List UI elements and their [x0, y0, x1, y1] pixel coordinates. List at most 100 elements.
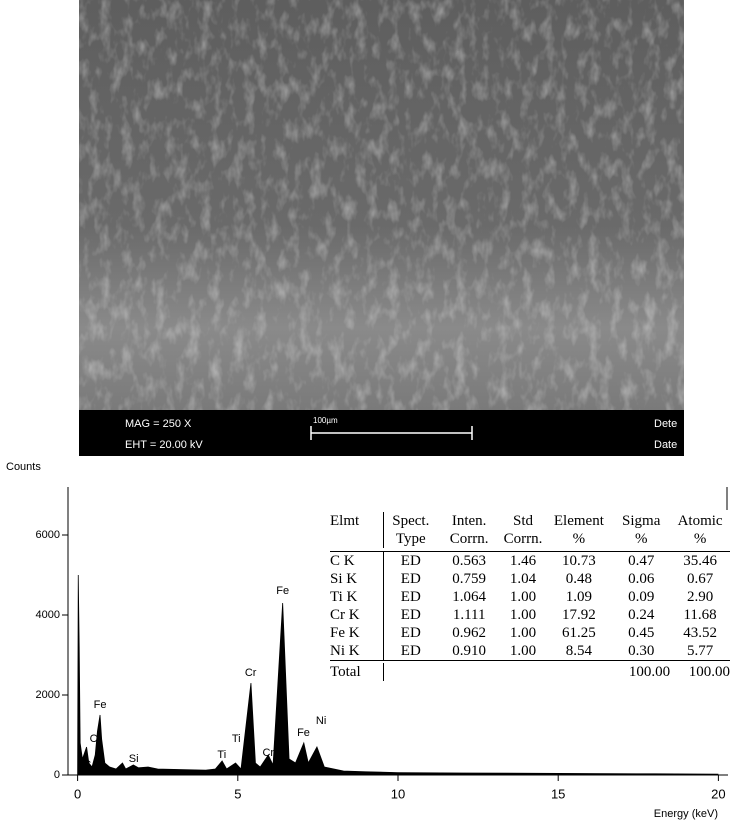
peak-label: Fe	[297, 727, 310, 739]
table-cell: 0.759	[452, 571, 487, 587]
table-cell: Cr K	[330, 606, 384, 624]
peak-label: Ni	[316, 715, 326, 727]
table-cell: 0.30	[628, 643, 655, 659]
table-cell: 35.46	[683, 553, 717, 569]
y-tick-label: 4000	[36, 609, 60, 621]
y-tick-label: 0	[54, 769, 60, 781]
table-cell: ED	[400, 571, 421, 587]
sem-scale: 100µm	[313, 416, 338, 425]
header-cell: Std Corrn.	[501, 512, 546, 548]
x-tick-label: 10	[391, 786, 405, 801]
table-cell: 1.00	[509, 643, 537, 659]
header-text: Type	[395, 531, 426, 547]
table-row: Si K ED 0.759 1.04 0.48 0.06 0.67	[330, 570, 730, 588]
header-text: Elmt	[330, 513, 360, 529]
spacer	[384, 663, 546, 681]
table-cell: Fe K	[330, 624, 384, 642]
table-cell: 0.910	[452, 643, 487, 659]
table-cell: ED	[400, 643, 421, 659]
table-cell: 0.09	[628, 589, 655, 605]
header-text: Inten.	[451, 513, 487, 529]
peak-label: Cr	[262, 747, 274, 759]
peak-label: Ti	[232, 733, 241, 745]
table-row: Ti K ED 1.064 1.00 1.09 0.09 2.90	[330, 588, 730, 606]
table-cell: Ti K	[330, 588, 384, 606]
y-axis-label: Counts	[6, 461, 41, 473]
header-text: %	[634, 531, 648, 547]
table-row: C K ED 0.563 1.46 10.73 0.47 35.46	[330, 552, 730, 570]
table-cell: 0.48	[565, 571, 592, 587]
table-cell: 11.68	[683, 607, 717, 623]
table-cell: 0.45	[628, 625, 655, 641]
table-cell: ED	[400, 625, 421, 641]
table-cell: 17.92	[562, 607, 596, 623]
table-cell: 0.962	[452, 625, 487, 641]
peak-label: Fe	[276, 585, 289, 597]
y-tick-label: 2000	[36, 689, 60, 701]
table-cell: 8.54	[565, 643, 592, 659]
peak-label: Si	[129, 753, 139, 765]
table-cell: 43.52	[683, 625, 717, 641]
table-cell: 10.73	[562, 553, 596, 569]
table-cell: C K	[330, 552, 384, 570]
header-text: Spect.	[392, 513, 430, 529]
y-tick-label: 6000	[36, 529, 60, 541]
table-cell: Ni K	[330, 642, 384, 660]
total-element: 100.00	[628, 664, 671, 680]
table-header: Elmt Spect. Type Inten. Corrn. Std Corrn. Eleme…	[330, 512, 730, 552]
x-tick-label: 20	[711, 786, 725, 801]
header-text: %	[693, 531, 707, 547]
sem-image: MAG = 250 X EHT = 20.00 kV 100µm Dete Da…	[79, 0, 684, 456]
table-cell: 1.064	[452, 589, 487, 605]
x-tick-label: 0	[74, 786, 81, 801]
total-label: Total	[330, 663, 384, 681]
table-cell: 1.111	[452, 607, 486, 623]
table-cell: 2.90	[686, 589, 714, 605]
peak-label: Ti	[217, 749, 226, 761]
table-cell: ED	[400, 553, 421, 569]
table-cell: 1.00	[509, 589, 537, 605]
table-cell: 1.00	[509, 607, 537, 623]
header-text: %	[572, 531, 586, 547]
header-cell: Atomic%	[670, 512, 730, 548]
table-cell: 0.47	[628, 553, 655, 569]
header-text: Corrn.	[449, 531, 489, 547]
peak-label: Cr	[245, 667, 257, 679]
sem-date: Date	[654, 439, 677, 451]
header-text: Sigma	[622, 513, 661, 529]
peak-label: C	[83, 759, 91, 771]
peak-label: Fe	[94, 699, 107, 711]
header-cell: Element%	[545, 512, 612, 548]
table-cell: 0.06	[628, 571, 655, 587]
table-total: Total 100.00 100.00	[330, 660, 730, 681]
total-atomic: 100.00	[688, 664, 730, 680]
spectrum	[77, 574, 719, 776]
table-cell: Si K	[330, 570, 384, 588]
table-cell: ED	[400, 607, 421, 623]
sem-eht: EHT = 20.00 kV	[125, 439, 203, 451]
header-text: Atomic	[677, 513, 723, 529]
table-cell: 0.67	[686, 571, 714, 587]
table-cell: 5.77	[686, 643, 714, 659]
header-cell: Sigma%	[612, 512, 670, 548]
table-cell: ED	[400, 589, 421, 605]
header-cell: Elmt	[330, 512, 384, 548]
table-row: Cr K ED 1.111 1.00 17.92 0.24 11.68	[330, 606, 730, 624]
table-cell: 1.46	[509, 553, 537, 569]
table-cell: 1.09	[565, 589, 592, 605]
sem-detector: Dete	[654, 418, 677, 430]
header-text: Corrn.	[503, 531, 543, 547]
peak-label: C	[90, 733, 98, 745]
table-cell: 0.563	[452, 553, 487, 569]
header-text: Element	[553, 513, 604, 529]
header-cell: Inten. Corrn.	[438, 512, 501, 548]
table-row: Ni K ED 0.910 1.00 8.54 0.30 5.77	[330, 642, 730, 660]
eds-table: Elmt Spect. Type Inten. Corrn. Std Corrn. Eleme…	[330, 512, 730, 681]
x-tick-label: 5	[234, 786, 241, 801]
x-tick-label: 15	[551, 786, 565, 801]
header-text: Std	[513, 513, 534, 529]
table-cell: 1.00	[509, 625, 537, 641]
table-cell: 1.04	[509, 571, 537, 587]
